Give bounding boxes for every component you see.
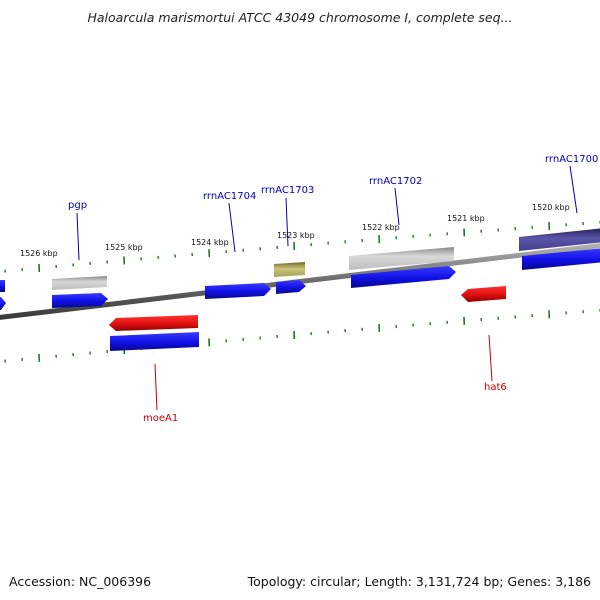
callout-rrnAC1702 xyxy=(394,187,400,226)
cds-rrnAC1703[interactable] xyxy=(276,280,306,294)
lower-ruler-ticks xyxy=(4,308,600,363)
gene-label-rrnAC1700[interactable]: rrnAC1700 xyxy=(545,154,598,165)
outer-features xyxy=(52,228,600,290)
callout-moeA1 xyxy=(154,363,158,411)
feature-rrnAC1702-rrna[interactable] xyxy=(349,247,454,270)
gene-label-hat6[interactable]: hat6 xyxy=(484,382,507,393)
upper-ruler-ticks xyxy=(4,220,600,273)
callout-rrnAC1704 xyxy=(228,202,236,253)
cds-hat6-red[interactable] xyxy=(461,286,506,302)
feature-pgp-rrna[interactable] xyxy=(52,276,107,290)
ruler-label-1526: 1526 kbp xyxy=(20,249,58,258)
cds-rrnAC1702[interactable] xyxy=(351,266,456,288)
feature-rrnAC1703-trna[interactable] xyxy=(274,262,305,277)
forward-cds xyxy=(0,248,600,310)
ruler-label-1520: 1520 kbp xyxy=(532,203,570,212)
topology-summary: Topology: circular; Length: 3,131,724 bp… xyxy=(247,574,591,589)
callout-pgp xyxy=(76,212,80,261)
ruler-label-1524: 1524 kbp xyxy=(191,238,229,247)
cds-moeA1-red[interactable] xyxy=(109,315,198,331)
gene-label-moeA1[interactable]: moeA1 xyxy=(143,413,178,424)
callout-lines xyxy=(76,165,578,411)
cds-pgp[interactable] xyxy=(52,293,108,308)
cds-left-edge-arrow[interactable] xyxy=(0,297,6,310)
gene-label-rrnAC1702[interactable]: rrnAC1702 xyxy=(369,176,422,187)
ruler-labels: 1526 kbp 1525 kbp 1524 kbp 1523 kbp 1522… xyxy=(20,203,570,258)
gene-label-rrnAC1703[interactable]: rrnAC1703 xyxy=(261,185,314,196)
callout-hat6 xyxy=(488,334,493,382)
ruler-label-1521: 1521 kbp xyxy=(447,214,485,223)
callout-rrnAC1700 xyxy=(569,165,578,214)
callout-rrnAC1703 xyxy=(285,197,289,247)
gene-labels: pgp rrnAC1704 rrnAC1703 rrnAC1702 rrnAC1… xyxy=(68,154,598,424)
cds-rrnAC1704[interactable] xyxy=(205,283,271,299)
accession-text: Accession: NC_006396 xyxy=(9,574,152,589)
feature-rrnAC1700-misc[interactable] xyxy=(519,228,600,251)
ruler-label-1525: 1525 kbp xyxy=(105,243,143,252)
page-title: Haloarcula marismortui ATCC 43049 chromo… xyxy=(87,10,513,25)
cds-rrnAC1700[interactable] xyxy=(522,248,600,270)
cds-left-edge-top[interactable] xyxy=(0,280,5,292)
reverse-features xyxy=(109,286,506,351)
gene-label-rrnAC1704[interactable]: rrnAC1704 xyxy=(203,191,256,202)
cds-moeA1-blue[interactable] xyxy=(110,332,199,351)
gene-label-pgp[interactable]: pgp xyxy=(68,200,87,211)
ruler-label-1522: 1522 kbp xyxy=(362,223,400,232)
ruler-label-1523: 1523 kbp xyxy=(277,231,315,240)
